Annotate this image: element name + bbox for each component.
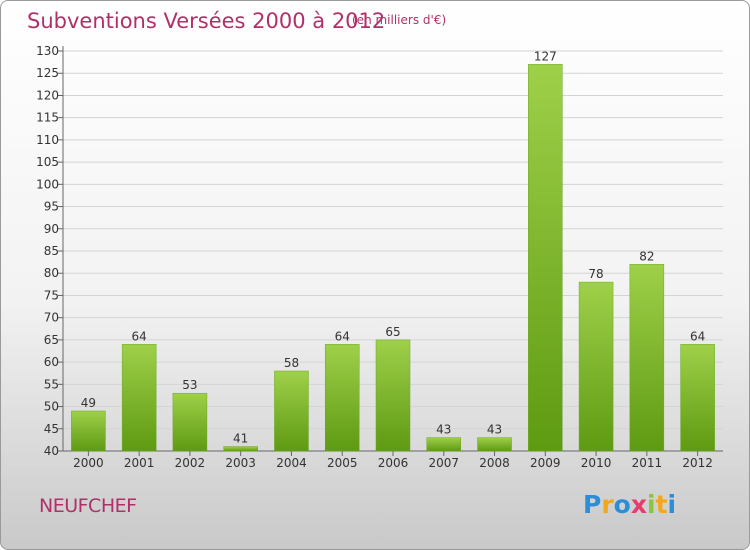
y-tick-label: 95 bbox=[44, 200, 59, 214]
bars bbox=[71, 64, 715, 452]
bar-2008 bbox=[477, 437, 512, 452]
bar-2004 bbox=[274, 370, 309, 452]
y-tick-label: 105 bbox=[36, 155, 59, 169]
y-tick-label: 80 bbox=[44, 266, 59, 280]
bar-2000 bbox=[71, 410, 106, 452]
data-label-2010: 78 bbox=[588, 267, 603, 281]
logo-letter: P bbox=[583, 490, 602, 519]
data-label-2011: 82 bbox=[639, 249, 654, 263]
proxiti-logo[interactable]: Proxiti bbox=[583, 490, 676, 519]
x-tick-label-2009: 2009 bbox=[530, 456, 561, 470]
x-tick-label-2000: 2000 bbox=[73, 456, 104, 470]
y-tick-label: 100 bbox=[36, 177, 59, 191]
bar-2003 bbox=[223, 446, 258, 452]
data-label-2003: 41 bbox=[233, 432, 248, 446]
y-tick-label: 115 bbox=[36, 111, 59, 125]
data-label-2001: 64 bbox=[132, 329, 147, 343]
bar-2006 bbox=[375, 339, 411, 452]
x-tick-label-2012: 2012 bbox=[682, 456, 713, 470]
y-tick-label: 50 bbox=[44, 400, 59, 414]
logo-letter: o bbox=[613, 490, 631, 519]
y-tick-label: 55 bbox=[44, 377, 59, 391]
logo-letter: r bbox=[601, 490, 614, 519]
x-tick-label-2005: 2005 bbox=[327, 456, 358, 470]
chart-unit: (en milliers d'€) bbox=[352, 13, 447, 27]
data-label-2000: 49 bbox=[81, 396, 96, 410]
x-tick-label-2001: 2001 bbox=[124, 456, 155, 470]
chart-title: Subventions Versées 2000 à 2012 bbox=[27, 9, 386, 33]
bar-2002 bbox=[172, 392, 208, 452]
y-tick-label: 65 bbox=[44, 333, 59, 347]
y-tick-label: 120 bbox=[36, 88, 59, 102]
y-tick-label: 75 bbox=[44, 288, 59, 302]
data-label-2006: 65 bbox=[385, 325, 400, 339]
logo-letter: i bbox=[647, 490, 656, 519]
y-tick-label: 70 bbox=[44, 311, 59, 325]
x-tick-label-2003: 2003 bbox=[225, 456, 256, 470]
commune-name: NEUFCHEF bbox=[39, 495, 137, 517]
y-tick-label: 90 bbox=[44, 222, 59, 236]
x-tick-label-2011: 2011 bbox=[632, 456, 663, 470]
x-tick-label-2008: 2008 bbox=[479, 456, 510, 470]
bar-2005 bbox=[324, 344, 360, 452]
data-label-2012: 64 bbox=[690, 329, 705, 343]
y-tick-label: 40 bbox=[44, 444, 59, 458]
bar-2009 bbox=[528, 64, 563, 452]
x-tick-label-2010: 2010 bbox=[581, 456, 612, 470]
x-tick-label-2007: 2007 bbox=[428, 456, 459, 470]
bar-2011 bbox=[629, 264, 665, 452]
x-tick-label-2006: 2006 bbox=[378, 456, 409, 470]
data-label-2004: 58 bbox=[284, 356, 299, 370]
x-tick-label-2002: 2002 bbox=[175, 456, 206, 470]
y-tick-label: 85 bbox=[44, 244, 59, 258]
bar-2012 bbox=[680, 344, 715, 452]
logo-letter: x bbox=[630, 490, 647, 519]
bar-2010 bbox=[578, 281, 614, 452]
bar-2001 bbox=[121, 344, 157, 452]
logo-letter: i bbox=[667, 490, 677, 519]
y-tick-label: 125 bbox=[36, 66, 59, 80]
y-tick-label: 60 bbox=[44, 355, 59, 369]
y-tick-label: 110 bbox=[36, 133, 59, 147]
data-label-2007: 43 bbox=[436, 423, 451, 437]
y-tick-label: 130 bbox=[36, 44, 59, 58]
data-label-2008: 43 bbox=[487, 423, 502, 437]
axes: 40 45 50 55 60 65 70 75 80 85 90 95 100 105 110 115 120 1… bbox=[36, 44, 723, 470]
logo-letter: t bbox=[655, 490, 668, 519]
y-tick-label: 45 bbox=[44, 422, 59, 436]
bar-2007 bbox=[426, 437, 462, 452]
data-label-2002: 53 bbox=[182, 378, 197, 392]
data-label-2005: 64 bbox=[335, 329, 350, 343]
x-tick-label-2004: 2004 bbox=[276, 456, 307, 470]
data-labels: 49 64 53 41 58 64 65 43 43 127 78 82 64 bbox=[81, 49, 706, 445]
data-label-2009: 127 bbox=[534, 49, 557, 63]
